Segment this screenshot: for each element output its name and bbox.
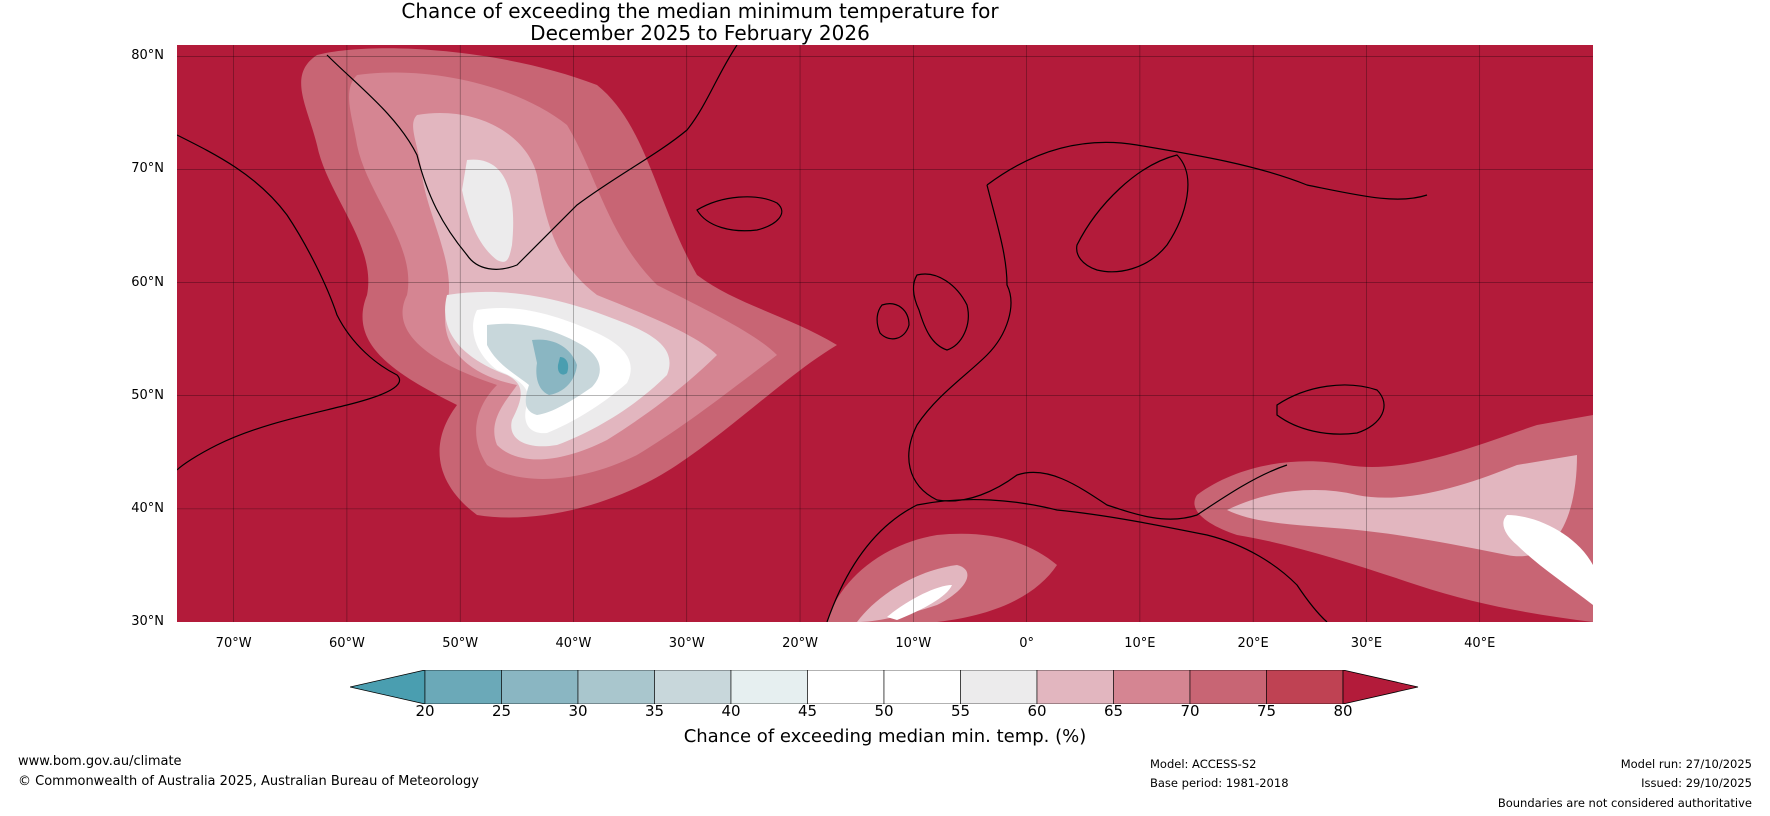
colorbar-tick-label: 30 xyxy=(568,702,588,720)
colorbar-tick-label: 75 xyxy=(1256,702,1277,720)
longitude-label: 40°E xyxy=(1464,636,1496,651)
greenland-coast xyxy=(326,45,738,270)
latitude-label: 30°N xyxy=(131,614,164,629)
base-period: Base period: 1981-2018 xyxy=(1150,776,1289,790)
scandinavia-coast xyxy=(1076,154,1189,273)
africa-coast xyxy=(826,498,1328,622)
colorbar-segment xyxy=(577,670,655,704)
colorbar-segment xyxy=(654,670,732,704)
black-sea-coast xyxy=(1276,384,1385,435)
longitude-label: 30°E xyxy=(1350,636,1383,651)
longitude-label: 70°W xyxy=(215,636,252,651)
colorbar-tick-label: 45 xyxy=(797,702,818,720)
longitude-label: 20°E xyxy=(1237,636,1269,651)
longitude-label: 40°W xyxy=(555,636,592,651)
colorbar-over-arrow xyxy=(1342,670,1419,704)
caucasus-white xyxy=(1503,515,1593,605)
colorbar-segment xyxy=(501,670,579,704)
colorbar-tick-label: 50 xyxy=(874,702,894,720)
colorbar-label: Chance of exceeding median min. temp. (%… xyxy=(683,726,1087,747)
longitude-label: 30°W xyxy=(668,636,705,651)
colorbar-segment xyxy=(1189,670,1267,704)
colorbar-segment xyxy=(730,670,808,704)
colorbar-tick-label: 55 xyxy=(950,702,971,720)
longitude-label: 10°W xyxy=(895,636,932,651)
colorbar-segment xyxy=(883,670,961,704)
boundary-disclaimer: Boundaries are not considered authoritat… xyxy=(1497,796,1752,810)
longitude-label: 0° xyxy=(1019,636,1034,651)
latitude-label: 80°N xyxy=(131,48,164,64)
colorbar-tick-label: 40 xyxy=(721,702,741,720)
colorbar-tick-label: 35 xyxy=(644,702,665,720)
colorbar-tick-label: 65 xyxy=(1103,702,1124,720)
map-title-line-2: December 2025 to February 2026 xyxy=(530,21,870,45)
issued-date: Issued: 29/10/2025 xyxy=(1641,776,1752,790)
colorbar-tick-label: 25 xyxy=(491,702,512,720)
contour-30 xyxy=(532,339,577,395)
longitude-label: 60°W xyxy=(328,636,365,651)
canada-coast xyxy=(177,134,400,471)
colorbar-segment xyxy=(424,670,502,704)
contour-20 xyxy=(557,357,569,375)
probability-map xyxy=(177,45,1593,622)
map-title-line-1: Chance of exceeding the median minimum t… xyxy=(401,0,999,23)
colorbar-segment xyxy=(1113,670,1191,704)
north-africa-white xyxy=(887,585,952,620)
colorbar-tick-label: 70 xyxy=(1180,702,1200,720)
colorbar-tick-label: 20 xyxy=(415,702,435,720)
copyright-text: © Commonwealth of Australia 2025, Austra… xyxy=(18,774,479,789)
longitude-label: 20°W xyxy=(782,636,818,651)
colorbar-segment xyxy=(1036,670,1114,704)
secondary-anomalies xyxy=(827,415,1593,622)
latitude-label: 60°N xyxy=(131,274,164,290)
north-africa-light xyxy=(857,565,968,622)
coastlines xyxy=(177,45,1428,622)
colorbar-segment xyxy=(807,670,885,704)
gridlines xyxy=(177,45,1593,622)
north-atlantic-anomaly xyxy=(301,48,837,518)
colorbar-segment xyxy=(960,670,1038,704)
turkey-light xyxy=(1227,455,1577,557)
longitude-label: 10°E xyxy=(1124,636,1156,651)
latitude-label: 70°N xyxy=(131,161,164,177)
colorbar-tick-label: 80 xyxy=(1333,702,1353,720)
website-link[interactable]: www.bom.gov.au/climate xyxy=(18,754,182,769)
iceland-coast xyxy=(696,196,783,232)
latitude-label: 50°N xyxy=(131,387,164,403)
latitude-label: 40°N xyxy=(131,500,164,516)
colorbar xyxy=(350,670,1419,704)
model-run-date: Model run: 27/10/2025 xyxy=(1620,757,1752,771)
uk-coast xyxy=(912,273,969,351)
colorbar-tick-label: 60 xyxy=(1027,702,1047,720)
colorbar-under-arrow xyxy=(350,670,426,704)
longitude-label: 50°W xyxy=(442,636,479,651)
europe-coast xyxy=(908,141,1428,520)
colorbar-segment xyxy=(1266,670,1344,704)
ireland-coast xyxy=(876,303,910,340)
model-name: Model: ACCESS-S2 xyxy=(1150,757,1257,771)
